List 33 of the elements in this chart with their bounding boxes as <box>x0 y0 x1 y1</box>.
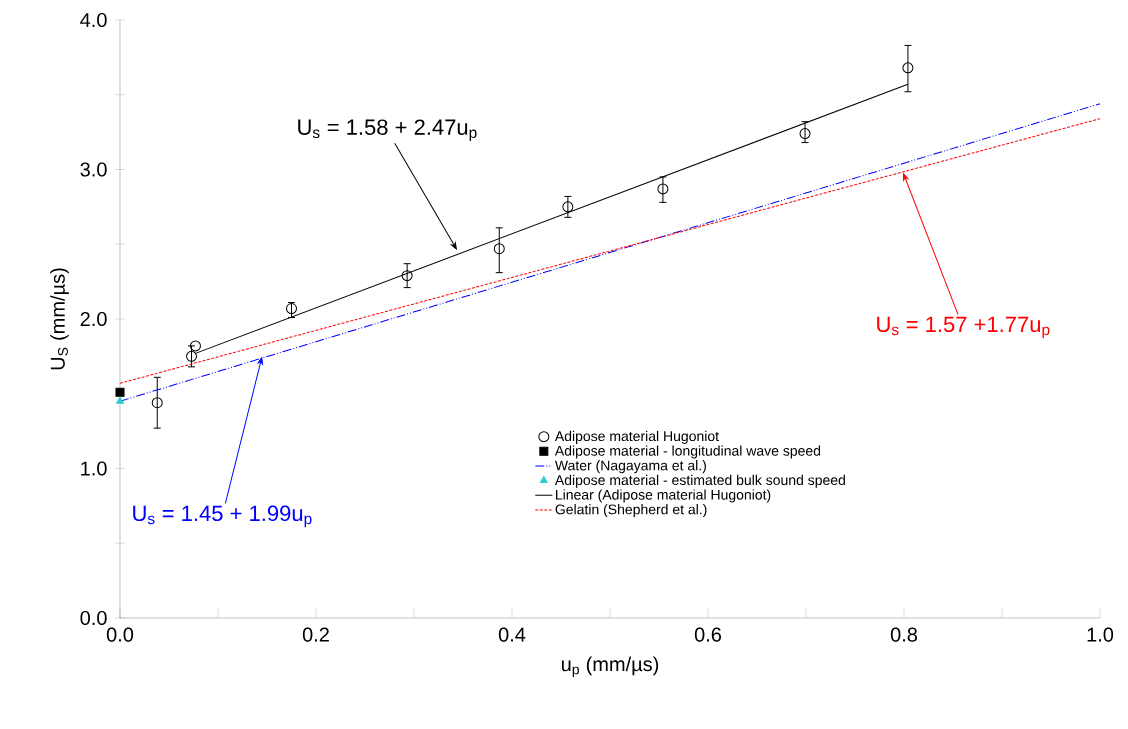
point <box>116 396 124 404</box>
point <box>189 340 201 352</box>
x-tick-label: 0.6 <box>694 627 722 642</box>
point <box>657 183 669 195</box>
legend-label: Adipose material - estimated bulk sound speed <box>554 474 845 488</box>
point <box>186 350 198 362</box>
x-tick-label: 0.8 <box>890 627 918 642</box>
y-tick-label: 0.0 <box>80 610 107 626</box>
x-tick-label: 0.4 <box>498 627 526 642</box>
point <box>493 243 505 255</box>
y-tick-label: 2.0 <box>80 311 107 327</box>
point <box>902 62 914 74</box>
annotation: U$_{s}$ = 1.57 +1.77u$_{p}$ <box>877 316 1050 339</box>
legend-label: Water (Nagayama et al.) <box>554 460 706 474</box>
legend-label: Adipose material Hugoniot <box>554 430 719 444</box>
x-tick-label: 1.0 <box>1087 627 1114 642</box>
x-axis-title: u$_{p}$ (mm/µs) <box>561 656 659 678</box>
legend-label: Gelatin (Shepherd et al.) <box>555 504 707 518</box>
point <box>115 387 125 397</box>
legend-label: Linear (Adipose material Hugoniot) <box>556 489 771 503</box>
y-axis-title: U$_{S}$ (mm/µs) <box>50 268 69 370</box>
y-tick-label: 3.0 <box>80 162 107 177</box>
point <box>799 128 811 140</box>
point <box>151 397 163 409</box>
annotation: U$_{s}$ = 1.58 + 2.47u$_{p}$ <box>298 119 477 142</box>
point <box>562 201 574 213</box>
x-tick-label: 0.0 <box>106 627 134 642</box>
y-tick-label: 1.0 <box>81 461 107 476</box>
annotation: U$_{s}$ = 1.45 + 1.99u$_{p}$ <box>133 505 312 528</box>
x-tick-label: 0.2 <box>302 627 329 642</box>
y-tick-label: 4.0 <box>80 12 107 28</box>
legend-label: Adipose material - longitudinal wave speed <box>554 445 821 459</box>
point <box>401 270 413 282</box>
